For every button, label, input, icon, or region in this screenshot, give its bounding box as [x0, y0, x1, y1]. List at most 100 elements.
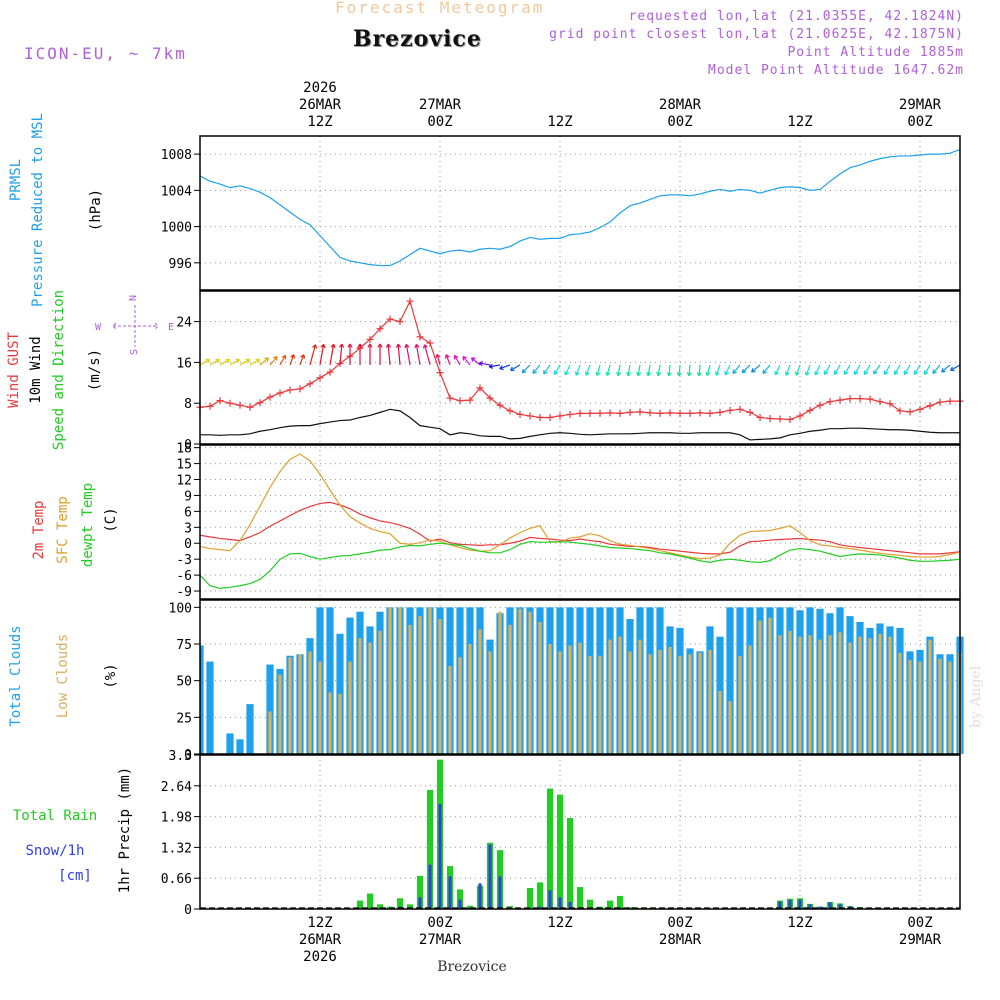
wind-arrow	[714, 364, 721, 376]
wind-arrow	[883, 364, 891, 376]
low-cloud-bar	[328, 692, 332, 754]
gust-marker	[946, 397, 954, 405]
y-tick-label: 996	[169, 257, 192, 272]
top-time-label: 12Z	[787, 114, 812, 130]
low-cloud-bar	[728, 701, 732, 754]
low-cloud-bar	[568, 645, 572, 754]
wind-arrow	[833, 364, 841, 376]
y-axis-label: PRMSL	[8, 159, 24, 201]
y-axis-label: Snow/1h	[25, 843, 84, 859]
panel-frame	[199, 135, 961, 291]
snow-bar	[778, 901, 782, 909]
rain-bar	[576, 887, 584, 909]
panel-frame	[199, 754, 961, 910]
wind-arrow	[404, 343, 411, 366]
y-axis-label: Speed and Direction	[51, 290, 67, 450]
low-cloud-bar	[558, 651, 562, 754]
wind-arrow	[395, 343, 402, 366]
wind-arrow	[794, 364, 801, 376]
gust-marker	[926, 402, 934, 410]
snow-bar	[568, 902, 572, 909]
y-tick-label: 100	[169, 601, 192, 616]
low-cloud-bar	[268, 711, 272, 754]
point-altitude: Point Altitude 1885m	[787, 45, 964, 60]
wind-arrow	[279, 354, 287, 366]
rain-bar	[606, 900, 614, 909]
snow-bar	[488, 844, 492, 909]
gust-marker	[866, 395, 874, 403]
gust-marker	[226, 399, 234, 407]
dewpt-temp-line	[199, 541, 961, 589]
gust-marker	[696, 409, 704, 417]
gust-marker	[286, 386, 294, 394]
snow-bar	[498, 876, 502, 909]
low-cloud-bar	[848, 642, 852, 754]
wind-arrow	[932, 364, 941, 374]
snow-bar	[808, 904, 812, 909]
low-cloud-bar	[708, 649, 712, 754]
low-cloud-bar	[888, 636, 892, 754]
rain-bar	[566, 818, 574, 909]
low-cloud-bar	[598, 655, 602, 754]
wind-arrow	[209, 358, 221, 366]
top-time-label: 2026	[303, 80, 337, 96]
y-axis-label: Total Rain	[13, 808, 97, 824]
wind-arrow	[385, 343, 392, 366]
gust-marker	[846, 395, 854, 403]
total-cloud-bar	[266, 664, 274, 754]
gust-marker	[756, 413, 764, 421]
y-tick-label: 75	[176, 638, 192, 653]
gust-marker	[546, 413, 554, 421]
wind-arrow	[923, 364, 931, 376]
bottom-time-label: 12Z	[547, 915, 572, 931]
low-cloud-bar	[758, 620, 762, 754]
gust-marker	[676, 409, 684, 417]
wind-arrow	[259, 357, 269, 366]
gust-marker	[606, 409, 614, 417]
gust-marker	[896, 407, 904, 415]
low-cloud-bar	[298, 654, 302, 754]
gust-marker	[636, 408, 644, 416]
wind-arrow	[732, 364, 741, 374]
wind-arrow	[626, 364, 632, 377]
wind-arrow	[338, 343, 345, 366]
wind-arrow	[299, 354, 306, 366]
chart-title: Forecast Meteogram	[335, 0, 545, 17]
gust-marker	[736, 405, 744, 413]
wind-arrow	[574, 364, 581, 376]
y-axis-label: Low Clouds	[55, 634, 71, 718]
gust-marker	[276, 389, 284, 397]
gust-marker	[416, 333, 424, 341]
wind-arrow	[478, 361, 491, 367]
panel-wind: 0 8 16 24 Wind GUST 10m Wind Speed and Directi…	[6, 290, 964, 453]
gust-marker	[386, 315, 394, 323]
wind-arrow	[646, 364, 652, 377]
wind-arrow	[873, 364, 881, 375]
y-tick-label: 50	[176, 675, 192, 690]
gust-marker	[396, 318, 404, 326]
y-axis-label: 2m Temp	[31, 500, 47, 559]
y-axis-label: 1hr Precip (mm)	[117, 767, 133, 893]
low-cloud-bar	[788, 630, 792, 754]
wind-arrow	[823, 364, 831, 376]
snow-bar	[438, 804, 442, 909]
y-axis-label: (m/s)	[87, 349, 103, 391]
gust-marker	[826, 398, 834, 406]
low-cloud-bar	[878, 633, 882, 754]
gust-marker	[856, 395, 864, 403]
low-cloud-bar	[508, 624, 512, 754]
low-cloud-bar	[368, 642, 372, 754]
wind-arrow	[471, 357, 481, 366]
rain-bar	[546, 788, 554, 909]
total-cloud-bar	[246, 704, 254, 754]
snow-bar	[458, 899, 462, 909]
compass-e: E	[168, 322, 174, 333]
gust-marker	[216, 397, 224, 405]
low-cloud-bar	[548, 644, 552, 754]
2m-temp-line	[199, 501, 961, 555]
wind-arrow	[616, 364, 622, 377]
low-cloud-bar	[528, 611, 532, 754]
y-axis-label: [cm]	[58, 868, 92, 884]
gust-marker	[666, 409, 674, 417]
y-tick-label: 1004	[161, 184, 192, 199]
